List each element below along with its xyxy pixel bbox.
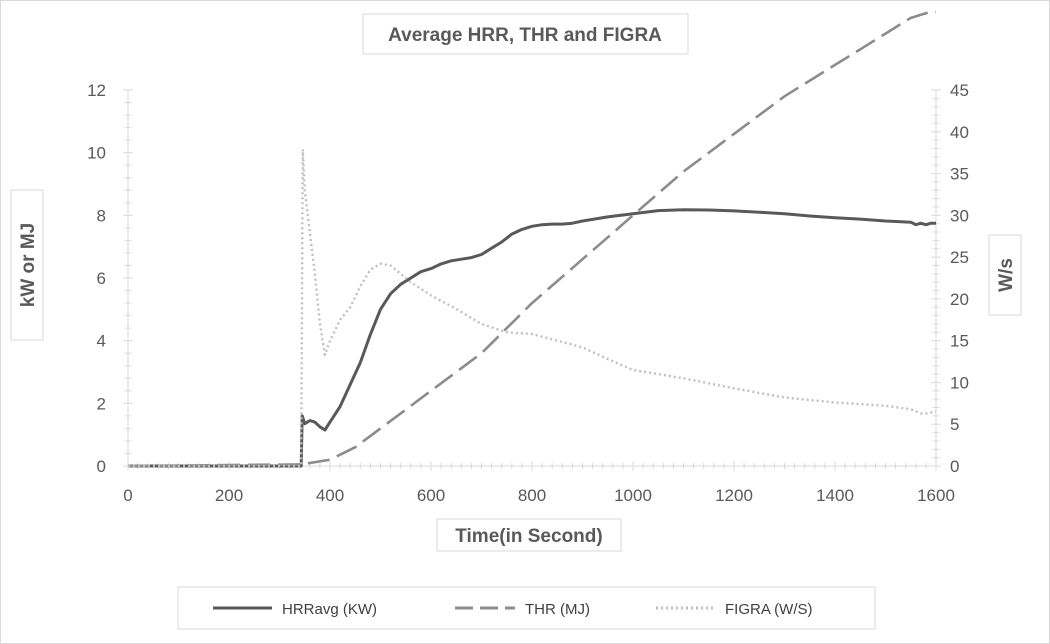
x-tick-label: 1600	[917, 486, 955, 505]
y2-tick-label: 45	[950, 81, 969, 100]
y-tick-label: 0	[97, 457, 106, 476]
series-line-thr	[127, 10, 936, 468]
y2-tick-label: 25	[950, 248, 969, 267]
series-line-hrravg	[128, 208, 936, 468]
x-tick-label: 0	[123, 486, 132, 505]
x-tick-label: 600	[417, 486, 445, 505]
legend: HRRavg (KW) THR (MJ) FIGRA (W/S)	[177, 586, 876, 630]
legend-label-figra: FIGRA (W/S)	[725, 601, 813, 618]
x-tick-label: 1400	[816, 486, 854, 505]
x-axis-label-box: Time(in Second)	[436, 518, 622, 552]
x-axis-label: Time(in Second)	[455, 526, 602, 547]
y-axis-label: kW or MJ	[18, 223, 39, 307]
y2-tick-label: 40	[950, 123, 969, 142]
x-tick-label: 1000	[614, 486, 652, 505]
series-layer	[127, 10, 937, 468]
y2-tick-label: 10	[950, 373, 969, 392]
x-tick-label: 800	[518, 486, 546, 505]
y-tick-label: 10	[87, 144, 106, 163]
y2-tick-label: 30	[950, 206, 969, 225]
y-axis-label-box: kW or MJ	[10, 189, 44, 341]
x-tick-label: 400	[316, 486, 344, 505]
legend-box	[177, 586, 876, 630]
legend-label-hrravg: HRRavg (KW)	[282, 601, 377, 618]
x-tick-label: 200	[215, 486, 243, 505]
y2-tick-label: 15	[950, 332, 969, 351]
y-tick-label: 12	[87, 81, 106, 100]
y2-axis-label: W/s	[996, 258, 1017, 292]
y2-tick-label: 0	[950, 457, 959, 476]
y-tick-label: 8	[97, 206, 106, 225]
chart-title-box: Average HRR, THR and FIGRA	[362, 13, 689, 55]
x-tick-label: 1200	[715, 486, 753, 505]
axes-layer: 0 2 4 6 8 10 12 0 5 10 15 20 25 30 35 40 45 0 200 400 600 800…	[87, 81, 969, 505]
series-line-figra	[128, 148, 937, 468]
legend-label-thr: THR (MJ)	[525, 601, 590, 618]
y2-tick-label: 35	[950, 165, 969, 184]
chart-title: Average HRR, THR and FIGRA	[388, 25, 662, 46]
y2-tick-label: 20	[950, 290, 969, 309]
y-tick-label: 4	[97, 332, 106, 351]
y2-tick-label: 5	[950, 415, 959, 434]
y-tick-label: 6	[97, 269, 106, 288]
y-tick-label: 2	[97, 394, 106, 413]
y2-axis-label-box: W/s	[988, 234, 1022, 316]
